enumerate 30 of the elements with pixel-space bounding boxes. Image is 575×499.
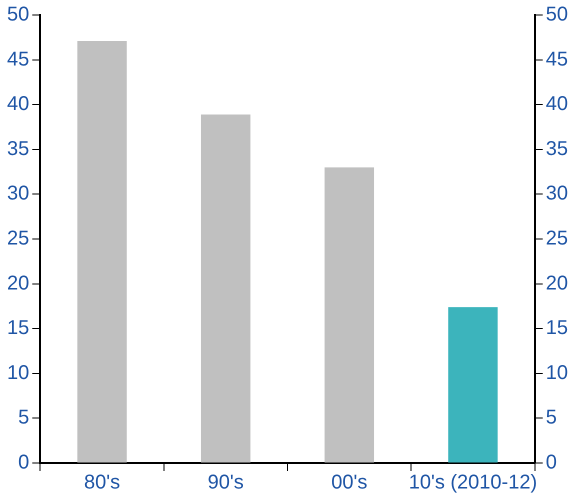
x-tick-label: 80's [84, 472, 120, 494]
y-tick-label: 10 [6, 362, 30, 384]
x-tick-label: 00's [331, 472, 368, 494]
bar [77, 40, 127, 462]
x-tick-label: 10's (2010-12) [408, 472, 538, 494]
y2-tick-label: 35 [546, 138, 568, 160]
y-tick-label: 50 [6, 4, 30, 26]
y2-tick-label: 30 [546, 182, 568, 205]
y-tick-label: 40 [6, 93, 30, 116]
y-tick-label: 35 [6, 138, 30, 160]
x-tick-label: 90's [208, 472, 244, 494]
y2-tick-label: 20 [546, 272, 568, 294]
y-tick-label: 25 [6, 228, 30, 250]
y-tick-label: 45 [6, 48, 30, 70]
bar [200, 114, 250, 462]
y2-tick-label: 5 [546, 406, 557, 429]
y2-tick-label: 40 [546, 93, 568, 116]
y2-tick-label: 10 [546, 362, 568, 384]
y-tick-label: 30 [6, 182, 30, 205]
bar [324, 167, 374, 462]
bar [448, 307, 498, 462]
y2-tick-label: 50 [546, 4, 568, 26]
y2-tick-label: 45 [546, 48, 568, 70]
y2-tick-label: 25 [546, 228, 568, 250]
y-tick-label: 20 [6, 272, 30, 294]
y-tick-label: 5 [18, 406, 30, 429]
y-tick-label: 15 [6, 317, 30, 340]
y-tick-label: 0 [18, 452, 30, 474]
y2-tick-label: 0 [546, 452, 557, 474]
y2-tick-label: 15 [546, 317, 568, 340]
